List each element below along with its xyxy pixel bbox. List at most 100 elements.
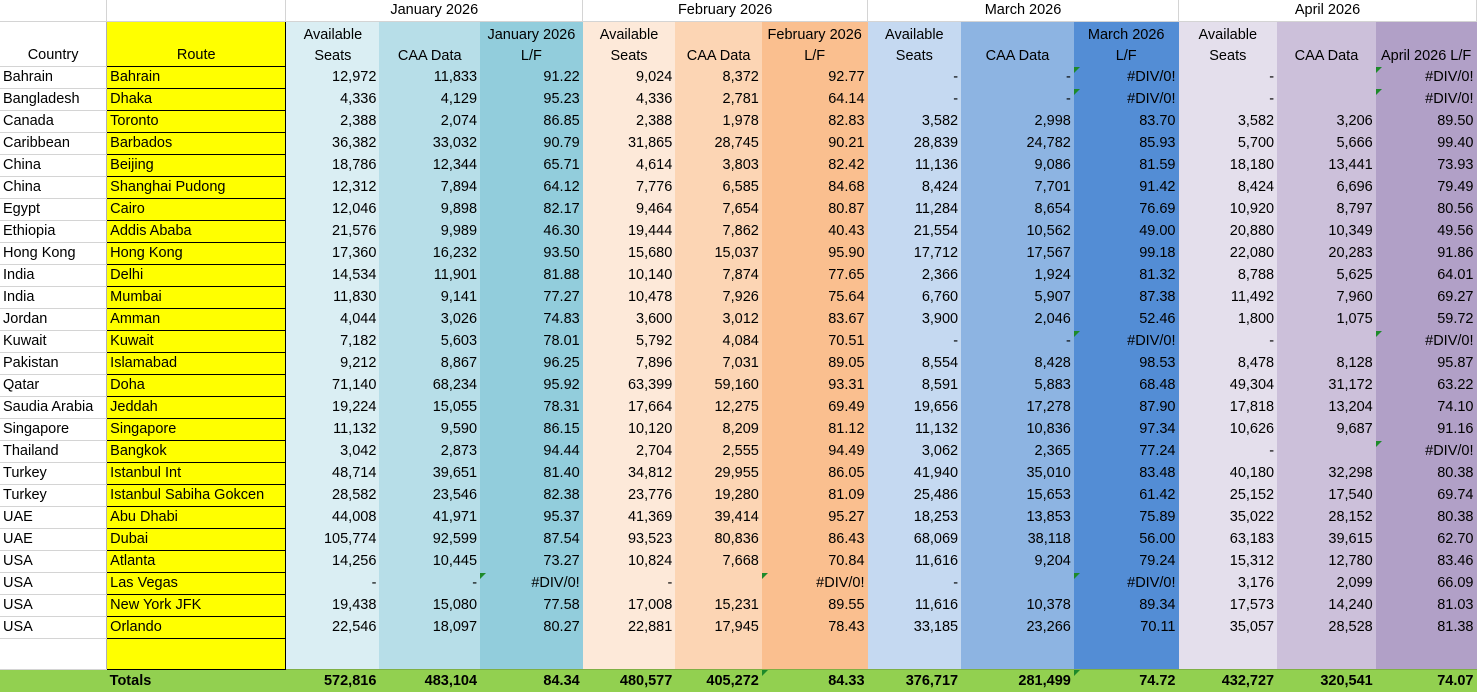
apr-lf-cell[interactable]: 62.70	[1376, 529, 1477, 551]
route-cell[interactable]: Bahrain	[107, 67, 286, 89]
blank-cell[interactable]	[762, 639, 868, 670]
apr-caa-cell[interactable]	[1277, 67, 1376, 89]
apr-lf-cell[interactable]: 66.09	[1376, 573, 1477, 595]
mar-caa-cell[interactable]: 9,204	[961, 551, 1074, 573]
mar-seats-cell[interactable]: 19,656	[868, 397, 962, 419]
apr-caa-cell[interactable]: 8,128	[1277, 353, 1376, 375]
apr-caa-cell[interactable]: 6,696	[1277, 177, 1376, 199]
jan-seats-cell[interactable]: 48,714	[286, 463, 380, 485]
blank-cell[interactable]	[286, 639, 380, 670]
apr-seats-cell[interactable]: 8,478	[1179, 353, 1278, 375]
jan-lf-cell[interactable]: 81.40	[480, 463, 583, 485]
feb-seats-cell[interactable]: 63,399	[583, 375, 676, 397]
mar-seats-cell[interactable]: -	[868, 67, 962, 89]
feb-caa-cell[interactable]: 12,275	[675, 397, 762, 419]
country-cell[interactable]: UAE	[0, 529, 107, 551]
jan-lf-cell[interactable]: 96.25	[480, 353, 583, 375]
blank-cell[interactable]	[961, 639, 1074, 670]
country-cell[interactable]: USA	[0, 551, 107, 573]
feb-caa-cell[interactable]: 6,585	[675, 177, 762, 199]
feb-caa-cell[interactable]: 8,372	[675, 67, 762, 89]
feb-lf-cell[interactable]: 40.43	[762, 221, 868, 243]
jan-seats-cell[interactable]: 105,774	[286, 529, 380, 551]
mar-seats-cell[interactable]: 17,712	[868, 243, 962, 265]
jan-caa-cell[interactable]: 3,026	[379, 309, 480, 331]
mar-lf-cell[interactable]: 61.42	[1074, 485, 1179, 507]
feb-lf-cell[interactable]: 95.27	[762, 507, 868, 529]
feb-lf-cell[interactable]: 83.67	[762, 309, 868, 331]
apr-lf-cell[interactable]: 91.86	[1376, 243, 1477, 265]
month-header-march[interactable]: March 2026	[868, 0, 1179, 22]
feb-seats-cell[interactable]: 2,704	[583, 441, 676, 463]
apr-seats-cell[interactable]: 17,573	[1179, 595, 1278, 617]
jan-seats-cell[interactable]: 2,388	[286, 111, 380, 133]
route-cell[interactable]: Shanghai Pudong	[107, 177, 286, 199]
mar-seats-cell[interactable]: 11,136	[868, 155, 962, 177]
feb-lf-cell[interactable]: 90.21	[762, 133, 868, 155]
apr-lf-total[interactable]: 74.07	[1376, 670, 1477, 692]
mar-seats-cell[interactable]: 11,284	[868, 199, 962, 221]
feb-lf-total[interactable]: 84.33	[762, 670, 868, 692]
mar-lf-cell[interactable]: 97.34	[1074, 419, 1179, 441]
mar-caa-cell[interactable]: 17,278	[961, 397, 1074, 419]
mar-lf-cell[interactable]: 83.70	[1074, 111, 1179, 133]
route-cell[interactable]: Jeddah	[107, 397, 286, 419]
mar-lf-cell[interactable]: #DIV/0!	[1074, 67, 1179, 89]
feb-caa-cell[interactable]: 17,945	[675, 617, 762, 639]
country-column-header[interactable]: Country	[0, 22, 107, 67]
apr-caa-cell[interactable]: 1,075	[1277, 309, 1376, 331]
mar-lf-cell[interactable]: 85.93	[1074, 133, 1179, 155]
feb-seats-cell[interactable]: 4,336	[583, 89, 676, 111]
mar-seats-cell[interactable]: 11,616	[868, 551, 962, 573]
mar-lf-cell[interactable]: 83.48	[1074, 463, 1179, 485]
feb-caa-cell[interactable]: 7,654	[675, 199, 762, 221]
feb-lf-cell[interactable]: 69.49	[762, 397, 868, 419]
blank-cell[interactable]	[480, 639, 583, 670]
mar-lf-cell[interactable]: 87.90	[1074, 397, 1179, 419]
jan-seats-cell[interactable]: 21,576	[286, 221, 380, 243]
blank-cell[interactable]	[379, 639, 480, 670]
apr-lf-cell[interactable]: 80.38	[1376, 507, 1477, 529]
country-cell[interactable]: USA	[0, 595, 107, 617]
apr-lf-cell[interactable]: 49.56	[1376, 221, 1477, 243]
jan-lf-cell[interactable]: 82.17	[480, 199, 583, 221]
mar-seats-cell[interactable]: 3,062	[868, 441, 962, 463]
jan-seats-cell[interactable]: 36,382	[286, 133, 380, 155]
apr-seats-cell[interactable]: -	[1179, 67, 1278, 89]
apr-seats-cell[interactable]: 17,818	[1179, 397, 1278, 419]
feb-seats-cell[interactable]: -	[583, 573, 676, 595]
route-cell[interactable]: New York JFK	[107, 595, 286, 617]
country-cell[interactable]: Pakistan	[0, 353, 107, 375]
feb-caa-cell[interactable]: 29,955	[675, 463, 762, 485]
mar-lf-header[interactable]: March 2026 L/F	[1074, 22, 1179, 67]
feb-caa-cell[interactable]: 7,926	[675, 287, 762, 309]
feb-lf-cell[interactable]: 84.68	[762, 177, 868, 199]
mar-caa-cell[interactable]: 7,701	[961, 177, 1074, 199]
mar-seats-header[interactable]: Available Seats	[868, 22, 962, 67]
feb-caa-cell[interactable]: 15,037	[675, 243, 762, 265]
feb-seats-cell[interactable]: 10,478	[583, 287, 676, 309]
mar-seats-cell[interactable]: -	[868, 89, 962, 111]
mar-lf-cell[interactable]: 56.00	[1074, 529, 1179, 551]
feb-lf-cell[interactable]: 80.87	[762, 199, 868, 221]
apr-caa-cell[interactable]: 12,780	[1277, 551, 1376, 573]
apr-lf-cell[interactable]: #DIV/0!	[1376, 441, 1477, 463]
jan-seats-cell[interactable]: 3,042	[286, 441, 380, 463]
blank-cell[interactable]	[1376, 639, 1477, 670]
apr-seats-cell[interactable]: 25,152	[1179, 485, 1278, 507]
feb-lf-cell[interactable]: 92.77	[762, 67, 868, 89]
country-cell[interactable]: China	[0, 177, 107, 199]
mar-caa-cell[interactable]: 2,998	[961, 111, 1074, 133]
feb-caa-cell[interactable]: 59,160	[675, 375, 762, 397]
feb-lf-cell[interactable]: 93.31	[762, 375, 868, 397]
blank-cell[interactable]	[107, 639, 286, 670]
route-cell[interactable]: Addis Ababa	[107, 221, 286, 243]
route-cell[interactable]: Kuwait	[107, 331, 286, 353]
country-cell[interactable]: Singapore	[0, 419, 107, 441]
apr-lf-cell[interactable]: 80.56	[1376, 199, 1477, 221]
apr-caa-cell[interactable]: 9,687	[1277, 419, 1376, 441]
jan-lf-cell[interactable]: 95.23	[480, 89, 583, 111]
jan-lf-cell[interactable]: 95.92	[480, 375, 583, 397]
feb-caa-cell[interactable]: 8,209	[675, 419, 762, 441]
jan-caa-cell[interactable]: 7,894	[379, 177, 480, 199]
